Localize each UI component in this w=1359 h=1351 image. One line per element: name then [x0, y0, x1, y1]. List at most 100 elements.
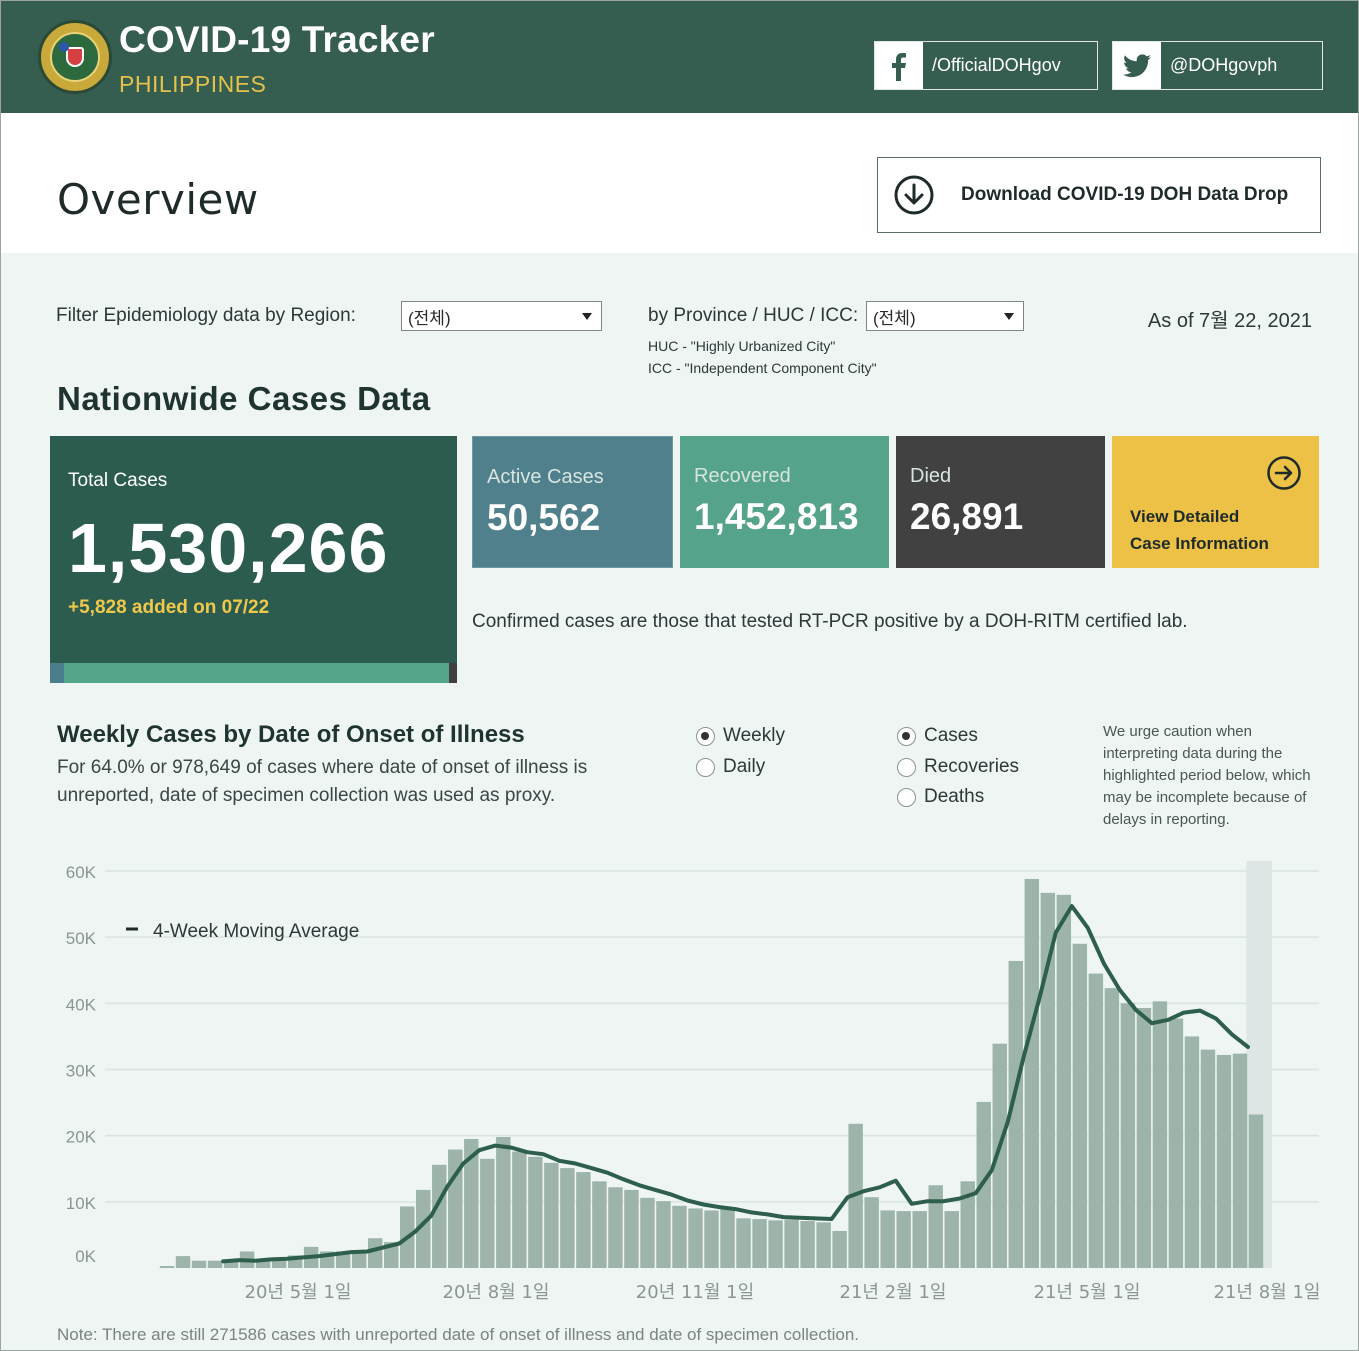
- recovered-card[interactable]: Recovered 1,452,813: [680, 436, 889, 568]
- weekly-bar: [1136, 1007, 1152, 1268]
- weekly-bar: [656, 1201, 671, 1268]
- weekly-bar: [464, 1138, 479, 1268]
- twitter-handle: @DOHgovph: [1170, 55, 1278, 75]
- chart-gridlines: [105, 870, 1319, 1203]
- active-share-strip: [50, 663, 64, 683]
- radio-deaths-label: Deaths: [924, 786, 985, 807]
- radio-recoveries[interactable]: Recoveries: [897, 756, 1019, 778]
- x-tick-label: 20년 8월 1일: [443, 1282, 550, 1303]
- active-cases-label: Active Cases: [487, 466, 604, 488]
- region-select-value: (전체): [408, 308, 451, 328]
- chart-y-ticks: 0K 10K 20K 30K 40K 50K 60K: [66, 863, 97, 1266]
- weekly-chart-title: Weekly Cases by Date of Onset of Illness: [57, 721, 525, 748]
- province-select[interactable]: (전체): [866, 301, 1024, 331]
- as-of-date: As of 7월 22, 2021: [1147, 310, 1312, 332]
- x-tick-label: 20년 11월 1일: [636, 1282, 754, 1303]
- nationwide-section-title: Nationwide Cases Data: [57, 380, 431, 417]
- weekly-chart-description: For 64.0% or 978,649 of cases where date…: [57, 757, 588, 806]
- weekly-bar: [752, 1219, 767, 1268]
- huc-note: HUC - "Highly Urbanized City": [648, 338, 836, 354]
- weekly-bar: [800, 1221, 815, 1268]
- weekly-bar: [1152, 1001, 1168, 1268]
- radio-daily[interactable]: Daily: [696, 756, 765, 778]
- twitter-link[interactable]: @DOHgovph: [1112, 41, 1323, 90]
- radio-weekly[interactable]: Weekly: [696, 725, 785, 747]
- y-tick-label: 10K: [66, 1194, 97, 1213]
- weekly-bar: [1184, 1036, 1200, 1268]
- x-tick-label: 21년 8월 1일: [1214, 1282, 1321, 1303]
- weekly-bar: [335, 1251, 351, 1268]
- region-filter-label: Filter Epidemiology data by Region:: [56, 305, 356, 326]
- weekly-bar: [416, 1189, 431, 1268]
- died-card[interactable]: Died 26,891: [896, 436, 1105, 568]
- chart-footnote: Note: There are still 271586 cases with …: [57, 1325, 859, 1344]
- view-detailed-case-button[interactable]: View Detailed Case Information: [1112, 436, 1319, 568]
- weekly-bar: [912, 1211, 927, 1268]
- radio-deaths[interactable]: Deaths: [897, 786, 984, 808]
- weekly-bar: [1200, 1049, 1216, 1268]
- weekly-bar: [704, 1210, 719, 1268]
- x-tick-label: 21년 2월 1일: [840, 1282, 947, 1303]
- weekly-bar: [576, 1172, 591, 1268]
- weekly-bar: [512, 1151, 527, 1268]
- radio-unchecked-icon: [897, 787, 916, 807]
- moving-average-line: [221, 904, 1250, 1264]
- weekly-bar: [1232, 1053, 1248, 1268]
- weekly-bar: [496, 1136, 511, 1268]
- weekly-bar: [592, 1181, 607, 1268]
- total-cases-value: 1,530,266: [68, 509, 389, 587]
- caution-note: We urge caution when interpreting data d…: [1103, 723, 1311, 828]
- weekly-bar: [1008, 960, 1023, 1268]
- weekly-bar: [608, 1187, 623, 1268]
- weekly-bar: [159, 1266, 175, 1268]
- weekly-bar: [1216, 1054, 1232, 1268]
- region-select[interactable]: (전체): [401, 301, 602, 331]
- weekly-bar: [640, 1197, 655, 1268]
- top-header: COVID-19 Tracker PHILIPPINES /OfficialDO…: [1, 1, 1358, 113]
- weekly-bar: [1072, 943, 1088, 1268]
- facebook-icon: [875, 42, 923, 89]
- confirmed-cases-note: Confirmed cases are those that tested RT…: [472, 611, 1188, 632]
- y-tick-label: 0K: [75, 1247, 96, 1266]
- legend-label: 4-Week Moving Average: [153, 921, 359, 942]
- facebook-link[interactable]: /OfficialDOHgov: [874, 41, 1098, 90]
- chevron-down-icon: [582, 313, 592, 320]
- weekly-bar: [944, 1211, 959, 1268]
- weekly-bar: [1088, 973, 1104, 1268]
- view-detailed-line1: View Detailed: [1130, 507, 1240, 526]
- weekly-bar: [175, 1256, 191, 1268]
- radio-daily-label: Daily: [723, 756, 766, 777]
- view-detailed-line2: Case Information: [1130, 534, 1269, 553]
- weekly-bar: [880, 1210, 895, 1268]
- app-title: COVID-19 Tracker: [119, 19, 435, 60]
- weekly-bar: [1104, 988, 1120, 1268]
- weekly-bar: [528, 1156, 543, 1268]
- download-data-drop-button[interactable]: Download COVID-19 DOH Data Drop: [877, 157, 1321, 233]
- radio-unchecked-icon: [696, 757, 715, 777]
- active-cases-card[interactable]: Active Cases 50,562: [472, 436, 673, 568]
- overview-band: Overview Download COVID-19 DOH Data Drop: [1, 113, 1358, 253]
- chart-x-ticks: 20년 5월 1일 20년 8월 1일 20년 11월 1일 21년 2월 1일 21년…: [245, 1282, 1321, 1303]
- total-cases-added: +5,828 added on 07/22: [68, 597, 270, 618]
- x-tick-label: 21년 5월 1일: [1034, 1282, 1141, 1303]
- weekly-bar: [383, 1242, 399, 1268]
- chevron-down-icon: [1004, 313, 1014, 320]
- radio-weekly-label: Weekly: [723, 725, 785, 746]
- dashboard-main: Filter Epidemiology data by Region: (전체)…: [1, 253, 1358, 1350]
- weekly-bar: [624, 1189, 639, 1268]
- recovered-value: 1,452,813: [694, 496, 859, 537]
- view-detailed-label: View Detailed Case Information: [1130, 503, 1269, 557]
- weekly-bar: [720, 1207, 735, 1268]
- weekly-bar: [992, 1043, 1007, 1268]
- facebook-handle: /OfficialDOHgov: [932, 55, 1061, 75]
- weekly-bar: [207, 1260, 223, 1268]
- weekly-bar: [784, 1219, 799, 1268]
- radio-cases-label: Cases: [924, 725, 978, 746]
- died-value: 26,891: [910, 496, 1024, 537]
- download-label: Download COVID-19 DOH Data Drop: [961, 184, 1289, 205]
- radio-cases[interactable]: Cases: [897, 725, 978, 747]
- y-tick-label: 20K: [66, 1128, 97, 1147]
- weekly-bar: [223, 1259, 239, 1268]
- weekly-bar: [544, 1162, 559, 1268]
